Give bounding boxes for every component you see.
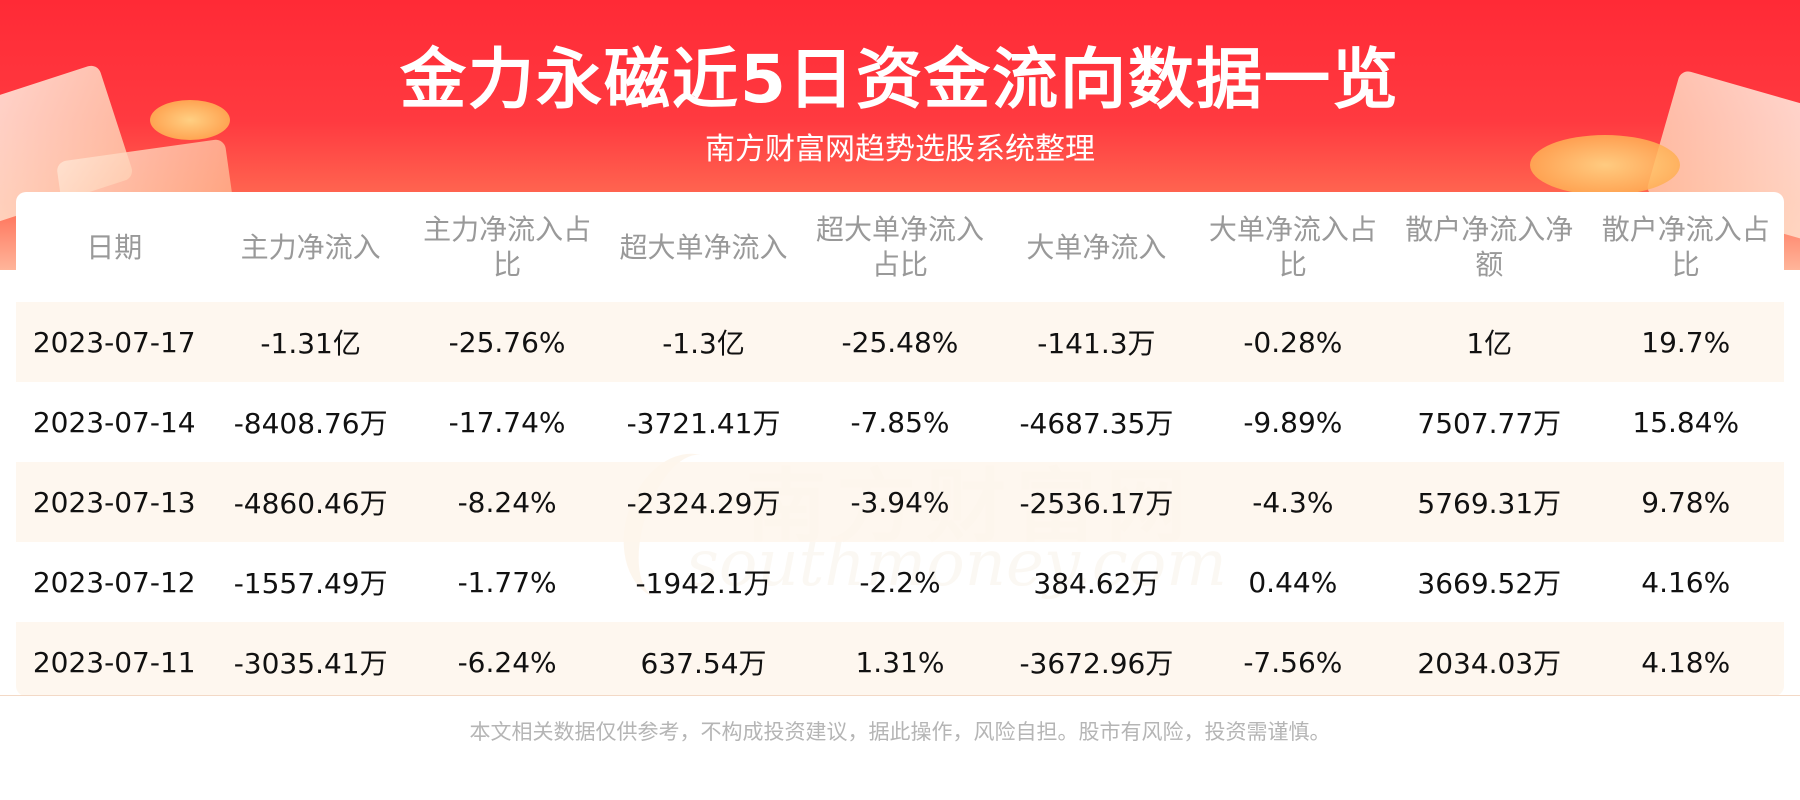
table-cell: -1.3亿 [605,302,802,382]
table-cell: -2.2% [801,542,999,622]
table-cell: -9.89% [1194,382,1392,462]
table-cell: -8408.76万 [212,382,409,462]
table-cell: -4687.35万 [998,382,1195,462]
decorative-coin-left [150,100,230,140]
table-cell: -25.76% [408,302,606,382]
table-cell: -3.94% [801,462,999,542]
table-body: 2023-07-17 -1.31亿 -25.76% -1.3亿 -25.48% -141.… [16,302,1784,696]
column-header: 大单净流入占比 [1208,213,1377,281]
table-cell: 2023-07-13 [16,462,213,542]
table-cell: -4860.46万 [212,462,409,542]
table-cell: -4.3% [1194,462,1392,542]
table-cell: 4.16% [1587,542,1784,622]
table-row: 2023-07-11 -3035.41万 -6.24% 637.54万 1.31% -36… [16,622,1784,696]
table-cell: 2023-07-14 [16,382,213,462]
table-cell: -3721.41万 [605,382,802,462]
footer-divider [0,695,1800,696]
table-cell: 15.84% [1587,382,1784,462]
column-header: 主力净流入 [240,230,381,264]
table-header-row: 日期 主力净流入 主力净流入占比 超大单净流入 超大单净流入占比 大单净流入 大单净流入占比… [16,192,1784,302]
table-cell: -1.31亿 [212,302,409,382]
table-cell: -7.85% [801,382,999,462]
table-cell: 2023-07-17 [16,302,213,382]
table-cell: 2023-07-12 [16,542,213,622]
table-cell: 1.31% [801,622,999,696]
table-row: 2023-07-13 -4860.46万 -8.24% -2324.29万 -3.94%… [16,462,1784,542]
column-header: 日期 [86,230,143,264]
table-cell: 0.44% [1194,542,1392,622]
table-cell: -17.74% [408,382,606,462]
column-header: 主力净流入占比 [423,213,592,281]
table-cell: 9.78% [1587,462,1784,542]
data-card: 南方财富网 southmoney.com 日期主力净流入主力净流入占比超大单净流… [16,192,1784,696]
table-cell: 7507.77万 [1391,382,1588,462]
table-cell: 2023-07-11 [16,622,213,696]
table-cell: 3669.52万 [1391,542,1588,622]
decorative-coin-right [1530,135,1680,195]
table-row: 2023-07-14 -8408.76万 -17.74% -3721.41万 -7.85… [16,382,1784,462]
page-title: 金力永磁近5日资金流向数据一览 [400,41,1400,118]
page-subtitle: 南方财富网趋势选股系统整理 [705,132,1095,167]
table-cell: -1.77% [408,542,606,622]
table-cell: 5769.31万 [1391,462,1588,542]
column-header: 散户净流入净额 [1405,213,1574,281]
table-cell: 19.7% [1587,302,1784,382]
column-header: 超大单净流入 [619,230,788,264]
table-cell: -25.48% [801,302,999,382]
column-header: 大单净流入 [1026,230,1167,264]
table-cell: 4.18% [1587,622,1784,696]
table-cell: 1亿 [1391,302,1588,382]
column-header: 超大单净流入占比 [815,213,984,281]
fund-flow-table: 日期 主力净流入 主力净流入占比 超大单净流入 超大单净流入占比 大单净流入 大单净流入占比… [16,192,1784,696]
table-row: 2023-07-17 -1.31亿 -25.76% -1.3亿 -25.48% -141.… [16,302,1784,382]
table-cell: -3672.96万 [998,622,1195,696]
table-cell: -1557.49万 [212,542,409,622]
table-cell: 384.62万 [998,542,1195,622]
table-cell: -6.24% [408,622,606,696]
table-cell: -2324.29万 [605,462,802,542]
table-cell: 2034.03万 [1391,622,1588,696]
table-cell: -3035.41万 [212,622,409,696]
table-cell: -1942.1万 [605,542,802,622]
table-cell: -0.28% [1194,302,1392,382]
table-cell: -7.56% [1194,622,1392,696]
column-header: 散户净流入占比 [1601,213,1770,281]
table-cell: 637.54万 [605,622,802,696]
table-cell: -8.24% [408,462,606,542]
disclaimer-text: 本文相关数据仅供参考，不构成投资建议，据此操作，风险自担。股市有风险，投资需谨慎… [469,720,1331,744]
table-row: 2023-07-12 -1557.49万 -1.77% -1942.1万 -2.2% 38… [16,542,1784,622]
table-cell: -2536.17万 [998,462,1195,542]
table-cell: -141.3万 [998,302,1195,382]
